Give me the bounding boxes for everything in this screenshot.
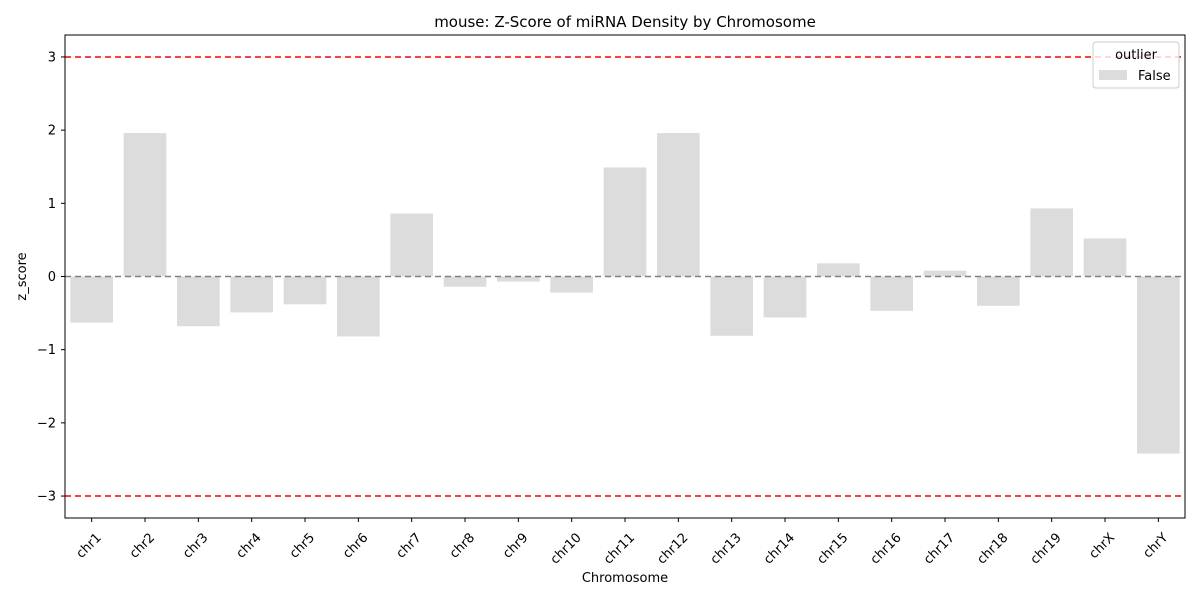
reference-lines [65, 56, 1185, 497]
bar-chr4 [230, 276, 273, 313]
legend-swatch-false [1099, 70, 1127, 80]
x-tick-label: chr19 [1028, 530, 1065, 567]
bar-chr15 [817, 263, 860, 277]
y-tick-label: 2 [48, 124, 56, 139]
x-tick-label: chr6 [340, 530, 371, 561]
y-tick-label: −1 [37, 343, 56, 358]
x-tick-label: chr4 [234, 530, 265, 561]
x-tick-label: chr10 [548, 530, 585, 567]
x-tick-label: chr3 [180, 530, 211, 561]
bar-chr14 [763, 276, 807, 318]
x-tick-label: chr15 [814, 530, 851, 567]
x-axis-label: Chromosome [582, 571, 668, 586]
legend-title: outlier [1115, 48, 1158, 63]
x-tick-label: chr16 [868, 530, 905, 567]
y-axis: −3 −2 −1 0 1 2 3 [37, 50, 65, 505]
bar-chr7 [390, 213, 433, 277]
bar-chr6 [337, 276, 380, 337]
y-tick-label: −3 [37, 490, 56, 505]
x-tick-label: chrY [1140, 530, 1171, 561]
bar-chr1 [70, 276, 113, 323]
bars-layer [70, 133, 1180, 454]
chart-title: mouse: Z-Score of miRNA Density by Chrom… [434, 13, 816, 31]
bar-chr13 [710, 276, 753, 336]
bar-chr9 [497, 276, 540, 282]
bar-chr16 [870, 276, 913, 311]
bar-chr12 [657, 133, 700, 277]
y-axis-label: z_score [15, 252, 30, 300]
legend-label-false: False [1138, 69, 1171, 84]
y-tick-label: −2 [37, 416, 56, 431]
x-tick-label: chr18 [974, 530, 1011, 567]
x-tick-label: chr13 [708, 530, 745, 567]
bar-chrX [1083, 238, 1127, 277]
x-tick-label: chr12 [654, 530, 691, 567]
bar-chr10 [550, 276, 593, 293]
bar-chr3 [177, 276, 220, 327]
bar-chr2 [123, 133, 167, 277]
x-tick-label: chr5 [287, 530, 318, 561]
bar-chr11 [603, 167, 647, 277]
x-tick-label: chr11 [601, 530, 638, 567]
x-tick-label: chrX [1086, 530, 1118, 562]
y-tick-label: 0 [48, 270, 56, 285]
x-axis: chr1 chr2 chr3 chr4 chr5 chr6 chr7 chr8 chr9 chr1… [74, 518, 1171, 567]
x-tick-label: chr8 [447, 530, 478, 561]
x-tick-label: chr7 [394, 530, 425, 561]
x-tick-label: chr2 [127, 530, 158, 561]
y-tick-label: 3 [48, 50, 56, 65]
x-tick-label: chr14 [761, 530, 798, 567]
bar-chr17 [923, 270, 967, 277]
x-tick-label: chr9 [500, 530, 531, 561]
bar-chr8 [443, 276, 487, 287]
bar-chr5 [283, 276, 327, 305]
bar-chr18 [977, 276, 1020, 306]
x-tick-label: chr17 [921, 530, 958, 567]
y-tick-label: 1 [48, 197, 56, 212]
bar-chr19 [1030, 208, 1073, 277]
bar-chrY [1137, 276, 1180, 454]
x-tick-label: chr1 [74, 530, 105, 561]
legend: outlier False [1092, 41, 1180, 89]
